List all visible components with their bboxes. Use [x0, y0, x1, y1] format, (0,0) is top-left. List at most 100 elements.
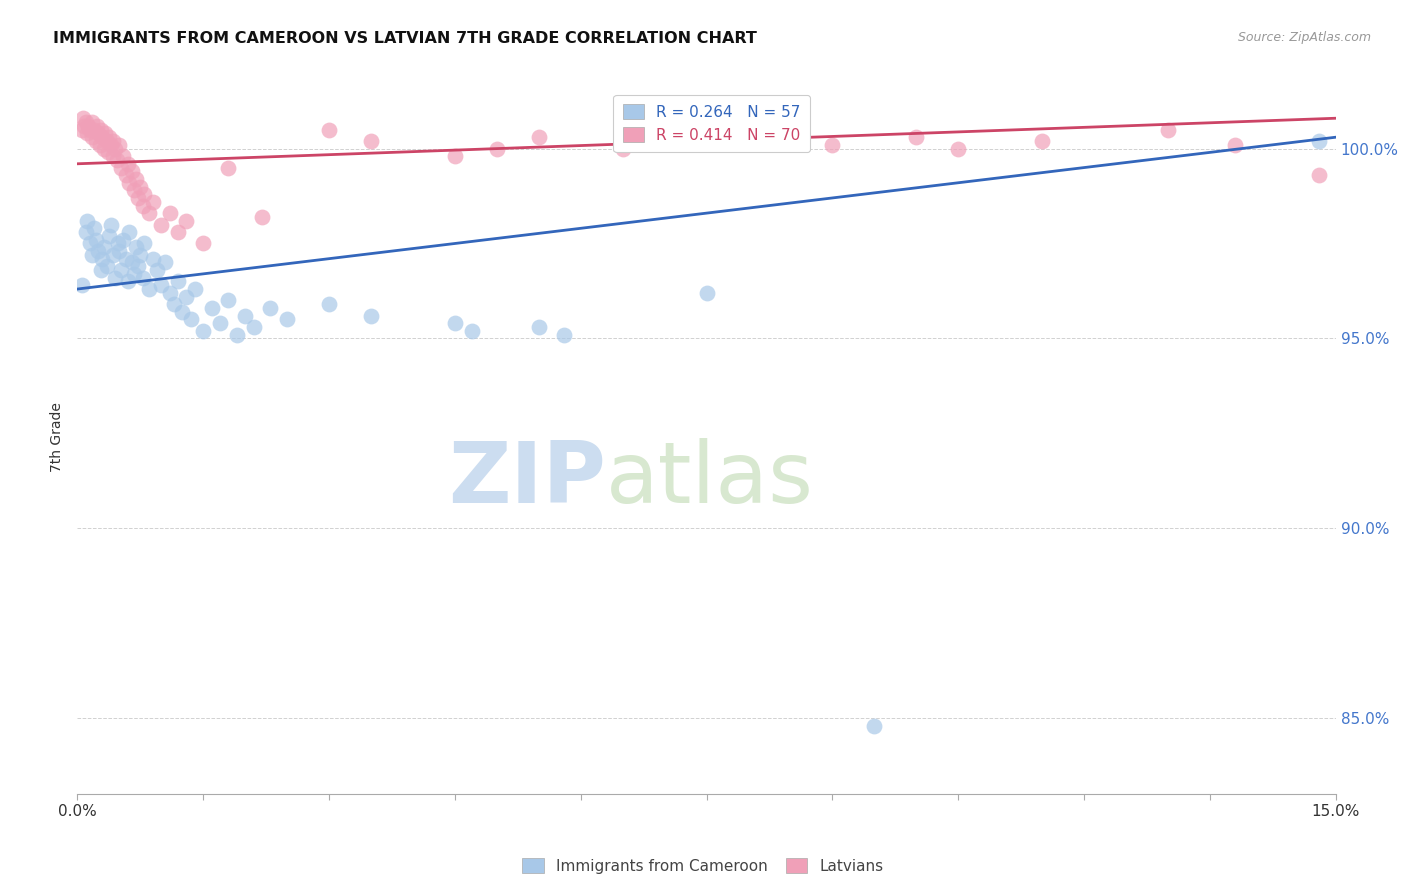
Point: [91, 130, 114, 145]
Point: [553, 327, 575, 342]
Point: [360, 309, 382, 323]
Point: [96, 260, 118, 274]
Point: [77, 119, 100, 133]
Point: [70, 278, 93, 293]
Point: [696, 285, 718, 300]
Point: [108, 244, 131, 258]
Point: [184, 282, 207, 296]
Point: [80, 130, 103, 145]
Point: [167, 275, 190, 289]
Point: [242, 320, 264, 334]
Point: [94, 127, 117, 141]
Legend: R = 0.264   N = 57, R = 0.414   N = 70: R = 0.264 N = 57, R = 0.414 N = 70: [613, 95, 810, 152]
Point: [233, 309, 256, 323]
Point: [1031, 134, 1053, 148]
Point: [191, 236, 215, 251]
Point: [208, 316, 231, 330]
Point: [90, 122, 112, 136]
Point: [100, 218, 122, 232]
Point: [117, 157, 139, 171]
Point: [217, 293, 239, 308]
Point: [132, 198, 155, 212]
Point: [191, 324, 215, 338]
Point: [118, 176, 141, 190]
Point: [101, 248, 124, 262]
Point: [259, 301, 281, 315]
Point: [96, 134, 118, 148]
Point: [142, 194, 165, 209]
Point: [821, 137, 844, 152]
Point: [73, 119, 96, 133]
Point: [76, 127, 98, 141]
Point: [527, 320, 550, 334]
Point: [110, 161, 132, 175]
Point: [105, 153, 128, 167]
Text: ZIP: ZIP: [449, 438, 606, 522]
Point: [97, 145, 120, 160]
Point: [93, 240, 115, 254]
Point: [112, 149, 135, 163]
Point: [1157, 122, 1180, 136]
Text: IMMIGRANTS FROM CAMEROON VS LATVIAN 7TH GRADE CORRELATION CHART: IMMIGRANTS FROM CAMEROON VS LATVIAN 7TH …: [53, 31, 758, 46]
Point: [89, 137, 111, 152]
Point: [1223, 137, 1246, 152]
Point: [127, 260, 149, 274]
Point: [159, 206, 181, 220]
Point: [318, 297, 340, 311]
Point: [138, 206, 160, 220]
Point: [83, 221, 105, 235]
Point: [75, 225, 97, 239]
Point: [905, 130, 928, 145]
Point: [86, 119, 108, 133]
Point: [276, 312, 298, 326]
Point: [485, 142, 508, 156]
Point: [72, 112, 94, 126]
Point: [250, 210, 273, 224]
Point: [90, 263, 112, 277]
Point: [91, 252, 114, 266]
Point: [138, 282, 160, 296]
Point: [863, 718, 886, 732]
Point: [115, 252, 138, 266]
Point: [654, 134, 676, 148]
Point: [460, 324, 482, 338]
Point: [948, 142, 970, 156]
Point: [134, 187, 156, 202]
Text: atlas: atlas: [606, 438, 814, 522]
Point: [79, 122, 101, 136]
Point: [142, 252, 165, 266]
Point: [159, 285, 181, 300]
Point: [129, 179, 152, 194]
Point: [132, 270, 155, 285]
Point: [98, 130, 121, 145]
Point: [200, 301, 222, 315]
Point: [124, 267, 146, 281]
Point: [82, 115, 104, 129]
Point: [150, 218, 173, 232]
Point: [121, 164, 143, 178]
Text: Source: ZipAtlas.com: Source: ZipAtlas.com: [1237, 31, 1371, 45]
Point: [127, 191, 149, 205]
Point: [79, 236, 101, 251]
Point: [1308, 168, 1330, 182]
Point: [444, 149, 467, 163]
Point: [444, 316, 467, 330]
Point: [87, 244, 110, 258]
Point: [163, 297, 186, 311]
Point: [779, 127, 801, 141]
Point: [225, 327, 247, 342]
Y-axis label: 7th Grade: 7th Grade: [51, 402, 65, 472]
Point: [103, 134, 125, 148]
Point: [107, 236, 129, 251]
Legend: Immigrants from Cameroon, Latvians: Immigrants from Cameroon, Latvians: [516, 852, 890, 880]
Point: [612, 142, 634, 156]
Point: [98, 228, 121, 243]
Point: [110, 263, 132, 277]
Point: [527, 130, 550, 145]
Point: [172, 305, 194, 319]
Point: [100, 137, 122, 152]
Point: [75, 115, 97, 129]
Point: [101, 149, 124, 163]
Point: [104, 142, 127, 156]
Point: [125, 240, 148, 254]
